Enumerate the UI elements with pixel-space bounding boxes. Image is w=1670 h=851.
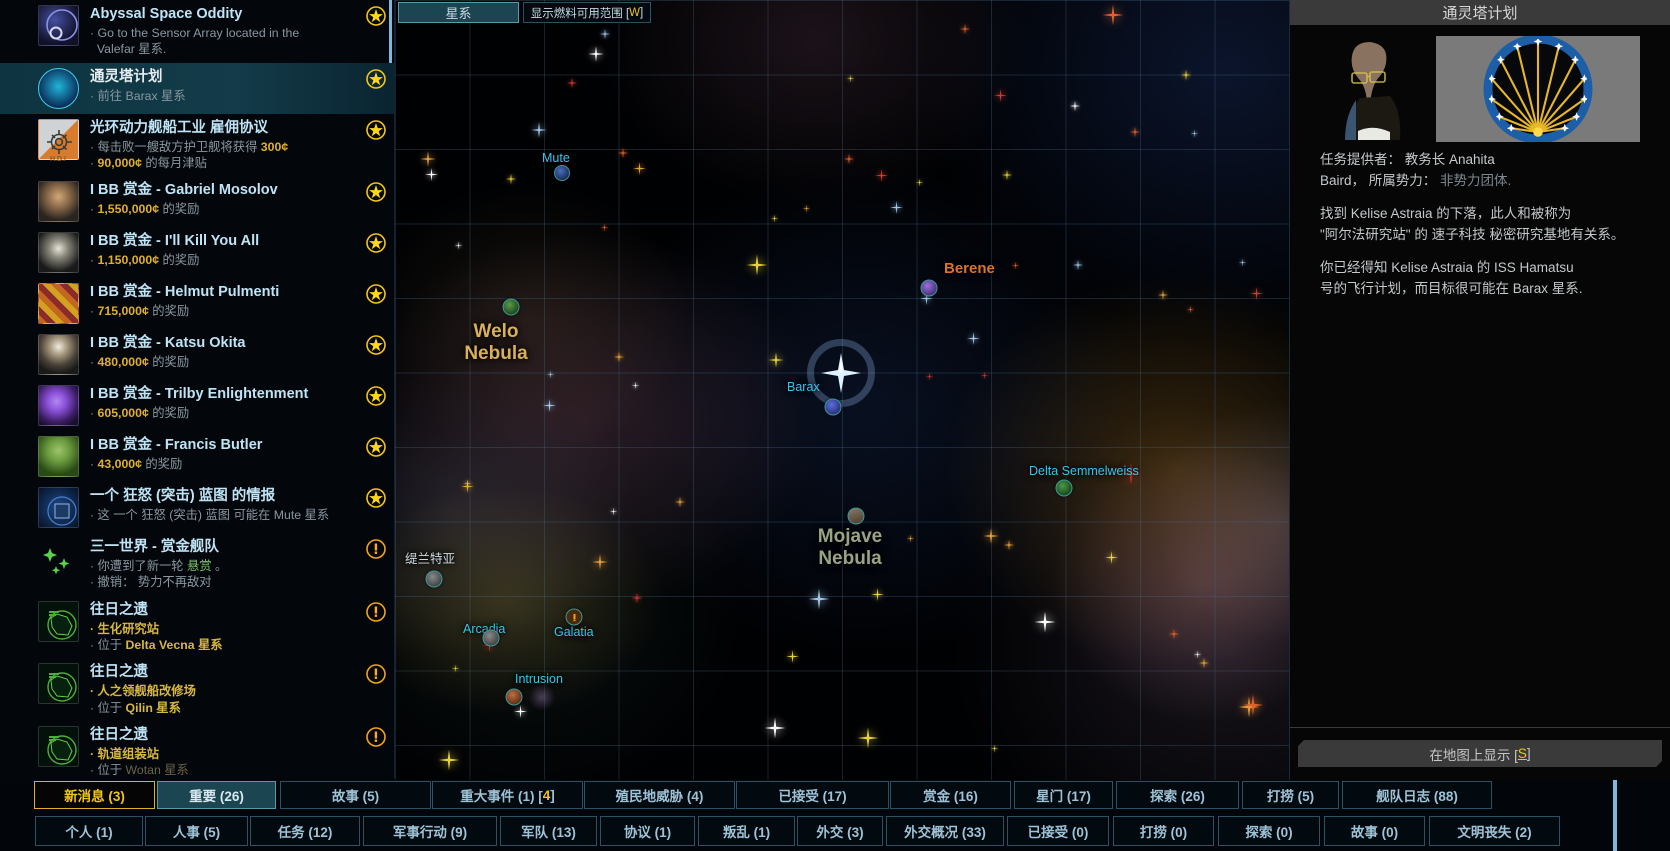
- svg-text:H.D.I: H.D.I: [50, 156, 66, 163]
